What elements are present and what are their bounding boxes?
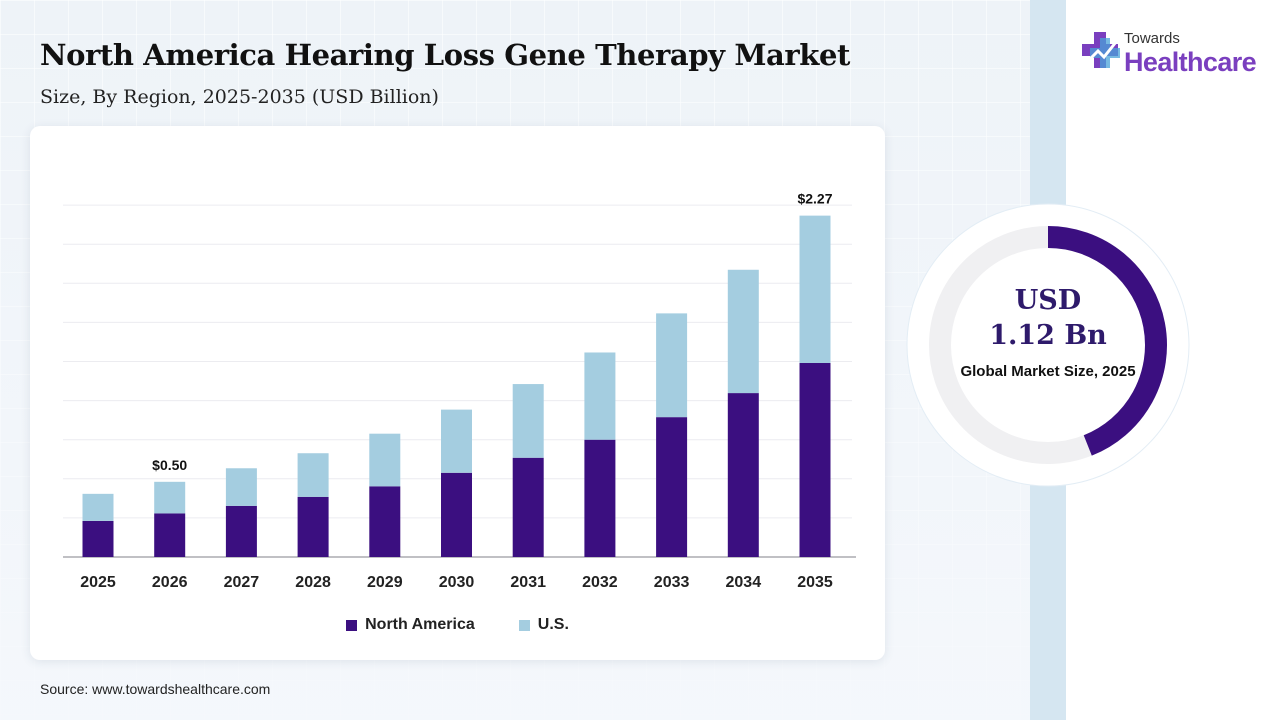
chart-subtitle: Size, By Region, 2025-2035 (USD Billion) <box>40 86 439 108</box>
logo-small-text: Towards <box>1124 30 1180 47</box>
bar-north-america-2026 <box>154 513 186 557</box>
bar-north-america-2033 <box>656 417 688 557</box>
x-tick-label-2028: 2028 <box>295 574 331 591</box>
legend-item-north-america: North America <box>346 616 475 634</box>
bar-north-america-2034 <box>727 393 759 557</box>
bar-us-2030 <box>441 409 472 473</box>
x-tick-label-2029: 2029 <box>367 574 403 591</box>
legend-item-us: U.S. <box>518 616 569 634</box>
bar-us-2033 <box>656 313 688 418</box>
data-label-2035: $2.27 <box>797 191 832 207</box>
x-tick-label-2034: 2034 <box>726 574 762 591</box>
donut-caption: Global Market Size, 2025 <box>960 363 1136 380</box>
brand-logo[interactable]: Towards Healthcare <box>1080 28 1260 78</box>
chart-legend: North America U.S. <box>30 616 885 634</box>
donut-ring <box>906 203 1190 487</box>
chart-title: North America Hearing Loss Gene Therapy … <box>40 38 851 72</box>
x-tick-label-2025: 2025 <box>80 574 116 591</box>
bar-us-2026 <box>154 481 186 514</box>
bar-north-america-2029 <box>369 486 401 557</box>
bar-north-america-2028 <box>297 496 329 557</box>
x-tick-label-2032: 2032 <box>582 574 618 591</box>
donut-value-currency: USD <box>1014 285 1082 316</box>
stacked-bar-chart: 2025 2026 2027 2028 2029 2030 2031 2032 2033 2034… <box>63 191 856 591</box>
bar-north-america-2025 <box>82 520 114 557</box>
x-tick-label-2031: 2031 <box>510 574 546 591</box>
donut-share-arc <box>1047 226 1167 456</box>
x-tick-label-2033: 2033 <box>654 574 690 591</box>
bar-north-america-2035 <box>799 363 831 557</box>
bar-us-2027 <box>225 468 257 506</box>
source-note: Source: www.towardshealthcare.com <box>40 681 271 697</box>
bar-us-2034 <box>727 269 759 394</box>
x-tick-label-2030: 2030 <box>439 574 475 591</box>
logo-big-text: Healthcare <box>1124 47 1257 77</box>
legend-swatch-north-america <box>346 619 358 631</box>
x-tick-label-2026: 2026 <box>152 574 188 591</box>
chart-card: 2025 2026 2027 2028 2029 2030 2031 2032 2033 2034… <box>30 126 885 660</box>
bar-north-america-2030 <box>441 472 472 557</box>
bar-north-america-2032 <box>584 439 616 557</box>
bar-us-2035 <box>799 215 831 364</box>
data-label-2026: $0.50 <box>152 457 187 473</box>
bar-us-2025 <box>82 493 114 521</box>
bar-us-2029 <box>369 433 401 487</box>
bar-us-2028 <box>297 453 329 497</box>
medical-cross-icon <box>1082 32 1120 68</box>
bar-us-2032 <box>584 352 616 440</box>
bar-north-america-2027 <box>225 505 257 557</box>
legend-swatch-us <box>518 619 530 631</box>
market-size-donut: USD 1.12 Bn Global Market Size, 2025 <box>906 203 1190 487</box>
donut-center: USD 1.12 Bn Global Market Size, 2025 <box>906 203 1190 487</box>
x-tick-label-2035: 2035 <box>797 574 833 591</box>
legend-label-north-america: North America <box>365 616 475 633</box>
donut-value-amount: 1.12 Bn <box>989 320 1107 351</box>
x-tick-label-2027: 2027 <box>224 574 260 591</box>
legend-label-us: U.S. <box>537 616 569 633</box>
bar-us-2031 <box>512 384 544 458</box>
bar-north-america-2031 <box>512 457 544 557</box>
